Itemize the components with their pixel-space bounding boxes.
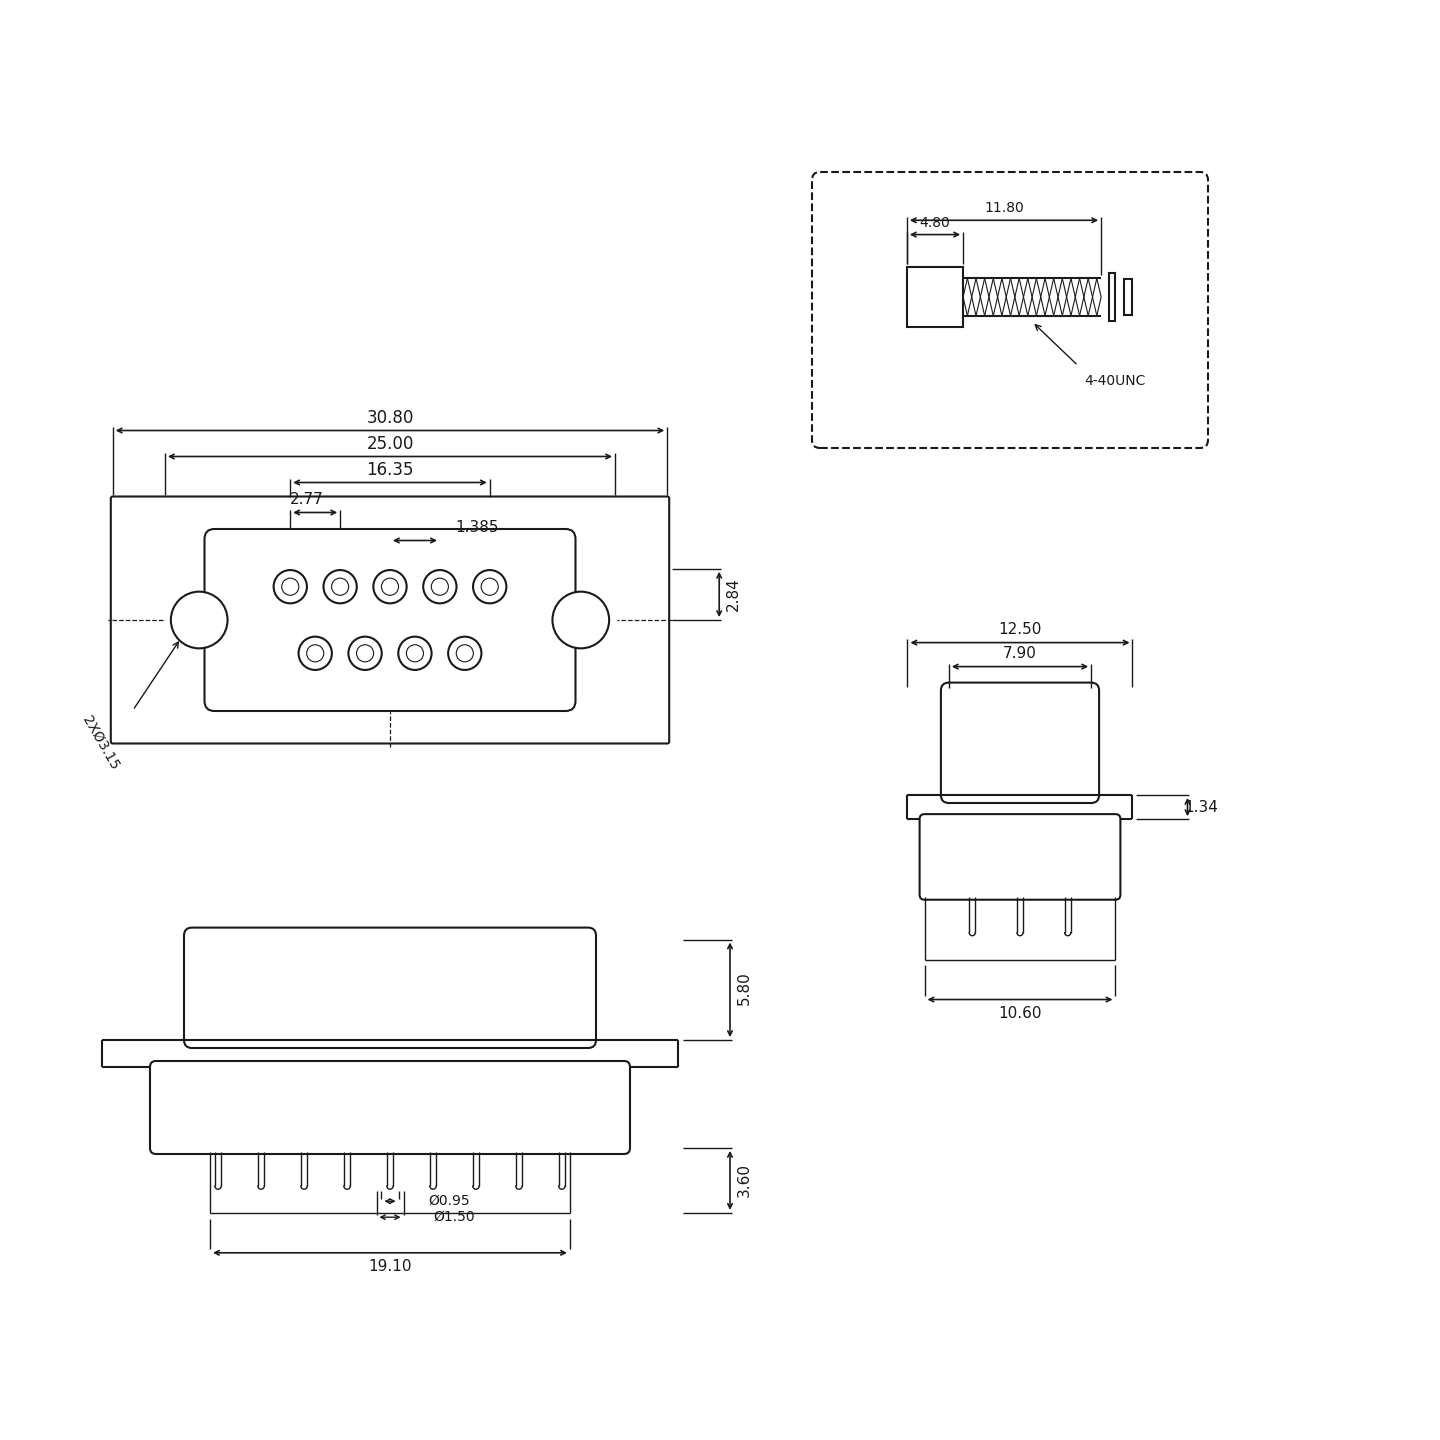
Circle shape <box>474 570 507 603</box>
Text: 4: 4 <box>337 582 343 592</box>
Circle shape <box>456 645 474 662</box>
FancyBboxPatch shape <box>920 814 1120 900</box>
Text: 3: 3 <box>387 582 393 592</box>
Circle shape <box>406 645 423 662</box>
Text: 3.60: 3.60 <box>736 1164 752 1198</box>
Text: 16.35: 16.35 <box>366 461 413 478</box>
Circle shape <box>331 577 348 595</box>
Text: 4-40UNC: 4-40UNC <box>1084 374 1145 387</box>
Circle shape <box>382 577 399 595</box>
Text: 5.80: 5.80 <box>736 971 752 1005</box>
Circle shape <box>324 570 357 603</box>
Text: 2: 2 <box>436 582 444 592</box>
Circle shape <box>373 570 406 603</box>
Text: 1: 1 <box>487 582 492 592</box>
Text: 19.10: 19.10 <box>369 1260 412 1274</box>
Circle shape <box>348 636 382 670</box>
Bar <box>1125 279 1132 315</box>
Text: 1.385: 1.385 <box>455 520 498 536</box>
Text: 30.80: 30.80 <box>366 409 413 426</box>
Text: Ø1.50: Ø1.50 <box>433 1210 475 1224</box>
Circle shape <box>307 645 324 662</box>
Text: 12.50: 12.50 <box>998 622 1041 636</box>
Text: 2XØ3.15: 2XØ3.15 <box>79 713 122 772</box>
Circle shape <box>448 636 481 670</box>
Text: 25.00: 25.00 <box>366 435 413 452</box>
Text: 7.90: 7.90 <box>1004 647 1037 661</box>
Circle shape <box>357 645 373 662</box>
Circle shape <box>553 592 609 648</box>
Circle shape <box>274 570 307 603</box>
FancyBboxPatch shape <box>204 528 576 711</box>
Text: Unifying: Unifying <box>246 621 534 680</box>
Text: 1.34: 1.34 <box>1185 799 1218 815</box>
Text: 10.60: 10.60 <box>998 1007 1041 1021</box>
Text: 2.84: 2.84 <box>726 577 740 612</box>
Text: 9: 9 <box>312 648 318 658</box>
Circle shape <box>282 577 300 595</box>
Circle shape <box>432 577 448 595</box>
Text: 6: 6 <box>462 648 468 658</box>
FancyBboxPatch shape <box>940 683 1099 804</box>
Text: 5: 5 <box>287 582 294 592</box>
FancyBboxPatch shape <box>111 497 670 743</box>
Circle shape <box>399 636 432 670</box>
FancyBboxPatch shape <box>150 1061 629 1153</box>
Text: 11.80: 11.80 <box>984 202 1024 216</box>
Circle shape <box>481 577 498 595</box>
FancyBboxPatch shape <box>812 171 1208 448</box>
Bar <box>907 266 963 327</box>
Text: 7: 7 <box>412 648 418 658</box>
Bar <box>1109 272 1115 321</box>
Circle shape <box>171 592 228 648</box>
Text: 2.77: 2.77 <box>291 492 324 507</box>
Text: 8: 8 <box>361 648 369 658</box>
FancyBboxPatch shape <box>184 927 596 1048</box>
Text: Ø0.95: Ø0.95 <box>429 1194 471 1208</box>
Text: 4.80: 4.80 <box>920 216 950 229</box>
Circle shape <box>298 636 331 670</box>
Circle shape <box>423 570 456 603</box>
